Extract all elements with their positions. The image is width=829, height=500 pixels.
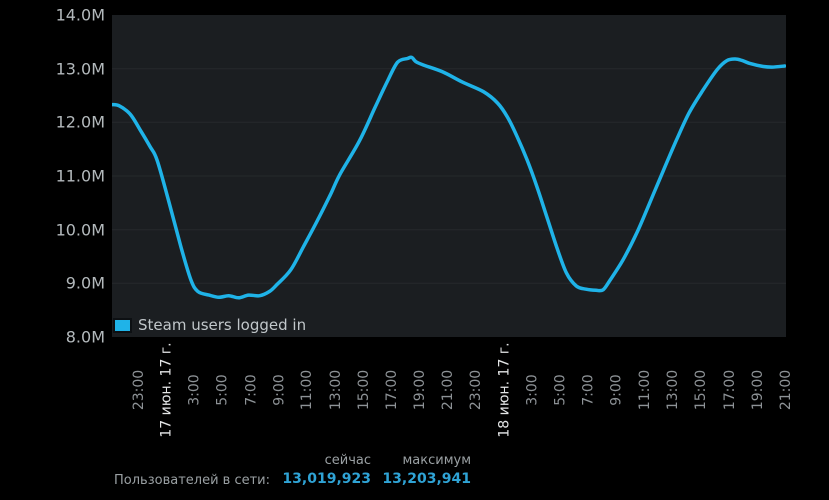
x-axis-tick: 9:00 [219, 330, 339, 450]
x-axis-time-label: 19:00 [749, 369, 766, 411]
x-axis-tick: 7:00 [191, 330, 311, 450]
legend-swatch [113, 317, 132, 333]
x-axis-time-label: 7:00 [243, 374, 260, 406]
x-axis-time-label: 9:00 [609, 374, 626, 406]
x-axis-tick: 5:00 [163, 330, 283, 450]
y-axis-label: 13.0M [55, 59, 105, 79]
x-axis-date-label: 18 июн. 17 г. [496, 342, 513, 438]
x-axis-tick: 23:00 [416, 330, 536, 450]
y-axis-label: 10.0M [55, 220, 105, 240]
online-users-row-label: Пользователей в сети: [114, 473, 270, 488]
users-online-chart[interactable]: Steam users logged in [112, 15, 786, 337]
x-axis-time-label: 21:00 [440, 369, 457, 411]
x-axis-tick: 7:00 [529, 330, 649, 450]
x-axis-date-label: 17 июн. 17 г. [158, 342, 175, 438]
x-axis-time-label: 7:00 [580, 374, 597, 406]
x-axis-tick: 17 июн. 17 г. [107, 330, 227, 450]
x-axis-time-label: 13:00 [665, 369, 682, 411]
x-axis-tick: 3:00 [473, 330, 593, 450]
x-axis-time-label: 21:00 [777, 369, 794, 411]
x-axis-time-label: 19:00 [412, 369, 429, 411]
x-axis-tick: 17:00 [332, 330, 452, 450]
current-online-value: 13,019,923 [282, 471, 371, 487]
x-axis-time-label: 9:00 [271, 374, 288, 406]
x-axis-time-label: 15:00 [355, 369, 372, 411]
x-axis-time-label: 5:00 [552, 374, 569, 406]
x-axis-tick: 9:00 [557, 330, 677, 450]
x-axis-tick: 15:00 [304, 330, 424, 450]
x-axis-time-label: 17:00 [721, 369, 738, 411]
x-axis-time-label: 11:00 [299, 369, 316, 411]
x-axis-tick: 19:00 [698, 330, 818, 450]
legend-label: Steam users logged in [138, 316, 307, 334]
x-axis-tick: 3:00 [135, 330, 255, 450]
x-axis-tick: 18 июн. 17 г. [445, 330, 565, 450]
x-axis-tick: 15:00 [642, 330, 762, 450]
y-axis-label: 14.0M [55, 5, 105, 25]
y-axis-label: 9.0M [65, 273, 105, 293]
x-axis-tick: 13:00 [613, 330, 733, 450]
x-axis-tick: 21:00 [388, 330, 508, 450]
y-axis-label: 11.0M [55, 166, 105, 186]
x-axis-tick: 19:00 [360, 330, 480, 450]
x-axis-time-label: 23:00 [130, 369, 147, 411]
x-axis-tick: 21:00 [726, 330, 829, 450]
x-axis-time-label: 17:00 [383, 369, 400, 411]
chart-canvas [112, 55, 786, 300]
x-axis-tick: 5:00 [501, 330, 621, 450]
chart-legend: Steam users logged in [113, 316, 306, 334]
x-axis-tick: 11:00 [585, 330, 705, 450]
x-axis-time-label: 23:00 [468, 369, 485, 411]
peak-online-value: 13,203,941 [382, 471, 471, 487]
y-axis-label: 8.0M [65, 327, 105, 347]
steam-users-line [112, 55, 786, 300]
y-axis: 14.0M 13.0M 12.0M 11.0M 10.0M 9.0M 8.0M [0, 0, 105, 360]
x-axis-time-label: 15:00 [693, 369, 710, 411]
x-axis-tick: 13:00 [276, 330, 396, 450]
stats-header-max: максимум [402, 453, 471, 468]
x-axis-tick: 17:00 [670, 330, 790, 450]
x-axis-time-label: 11:00 [637, 369, 654, 411]
x-axis-time-label: 13:00 [327, 369, 344, 411]
y-axis-label: 12.0M [55, 112, 105, 132]
x-axis-time-label: 3:00 [524, 374, 541, 406]
x-axis-time-label: 5:00 [215, 374, 232, 406]
x-axis-tick: 11:00 [248, 330, 368, 450]
x-axis-time-label: 3:00 [187, 374, 204, 406]
stats-header-now: сейчас [324, 453, 371, 468]
